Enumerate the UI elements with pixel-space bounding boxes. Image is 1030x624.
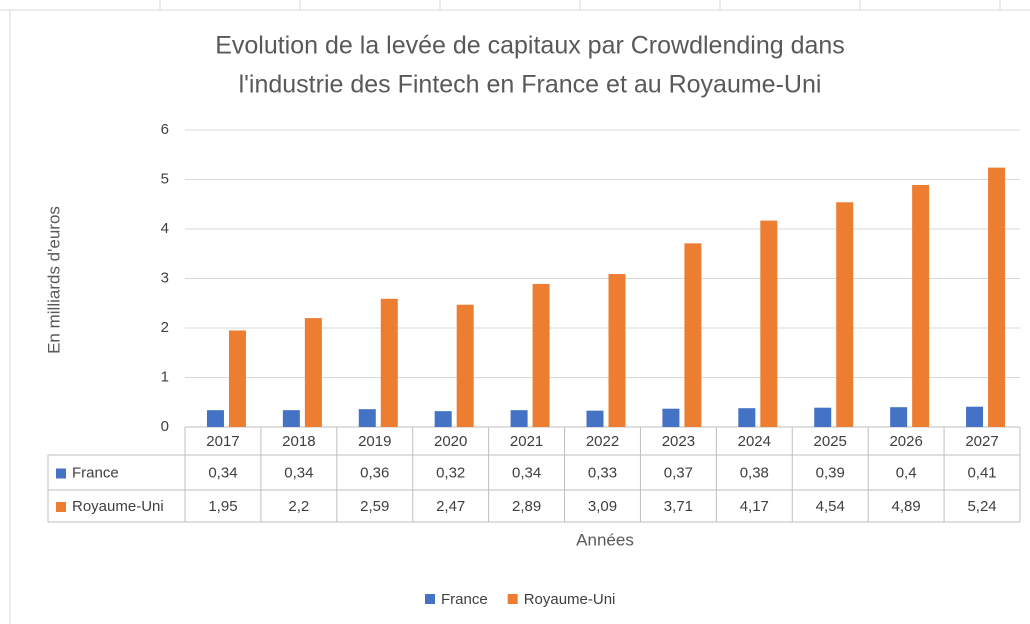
y-tick-label: 5 bbox=[161, 170, 169, 187]
bar bbox=[304, 318, 322, 427]
table-legend-key bbox=[56, 468, 66, 479]
y-tick-label: 0 bbox=[161, 418, 169, 435]
table-value: 4,54 bbox=[816, 498, 845, 515]
table-value: 0,33 bbox=[588, 464, 617, 481]
table-series-name: France bbox=[72, 464, 119, 481]
table-value: 0,34 bbox=[284, 464, 313, 481]
y-tick-label: 4 bbox=[161, 220, 169, 237]
bar bbox=[358, 409, 376, 427]
bar bbox=[662, 408, 680, 427]
table-value: 2,59 bbox=[360, 498, 389, 515]
bar bbox=[206, 410, 224, 427]
bar bbox=[228, 330, 246, 427]
y-axis-title: En milliards d'euros bbox=[44, 206, 63, 354]
bar bbox=[608, 274, 626, 427]
table-value: 2,2 bbox=[288, 498, 309, 515]
x-tick-label: 2023 bbox=[662, 433, 695, 450]
bar bbox=[380, 298, 398, 427]
bar bbox=[890, 407, 908, 427]
x-tick-label: 2018 bbox=[282, 433, 315, 450]
x-tick-label: 2024 bbox=[738, 433, 771, 450]
x-tick-label: 2026 bbox=[889, 433, 922, 450]
bar bbox=[434, 411, 452, 427]
table-value: 1,95 bbox=[208, 498, 237, 515]
table-value: 2,89 bbox=[512, 498, 541, 515]
table-series-name: Royaume-Uni bbox=[72, 498, 164, 515]
table-value: 0,36 bbox=[360, 464, 389, 481]
table-value: 0,34 bbox=[208, 464, 237, 481]
bar bbox=[760, 220, 778, 427]
chart-title: l'industrie des Fintech en France et au … bbox=[239, 71, 822, 99]
chart-title: Evolution de la levée de capitaux par Cr… bbox=[215, 32, 845, 60]
bar bbox=[456, 304, 474, 427]
table-value: 5,24 bbox=[967, 498, 996, 515]
bar bbox=[586, 410, 604, 427]
table-value: 0,39 bbox=[816, 464, 845, 481]
bar bbox=[510, 410, 528, 427]
bar bbox=[738, 408, 756, 427]
legend-key bbox=[425, 594, 435, 604]
legend-label: France bbox=[441, 591, 488, 608]
table-value: 4,17 bbox=[740, 498, 769, 515]
x-tick-label: 2021 bbox=[510, 433, 543, 450]
table-value: 0,4 bbox=[896, 464, 917, 481]
table-value: 3,09 bbox=[588, 498, 617, 515]
table-legend-key bbox=[56, 502, 66, 512]
x-tick-label: 2027 bbox=[965, 433, 998, 450]
table-value: 3,71 bbox=[664, 498, 693, 515]
table-value: 2,47 bbox=[436, 498, 465, 515]
legend-label: Royaume-Uni bbox=[524, 591, 616, 608]
y-tick-label: 3 bbox=[161, 269, 169, 286]
bar bbox=[966, 406, 984, 427]
y-tick-label: 1 bbox=[161, 368, 169, 385]
table-value: 4,89 bbox=[892, 498, 921, 515]
x-tick-label: 2019 bbox=[358, 433, 391, 450]
x-tick-label: 2022 bbox=[586, 433, 619, 450]
bar bbox=[814, 407, 832, 427]
table-value: 0,34 bbox=[512, 464, 541, 481]
y-tick-label: 6 bbox=[161, 121, 169, 138]
x-tick-label: 2020 bbox=[434, 433, 467, 450]
bar bbox=[836, 202, 854, 427]
table-value: 0,38 bbox=[740, 464, 769, 481]
legend-key bbox=[507, 594, 518, 604]
x-tick-label: 2017 bbox=[206, 433, 239, 450]
bar bbox=[684, 243, 702, 427]
bar bbox=[282, 410, 300, 427]
bar bbox=[532, 283, 550, 427]
bar bbox=[912, 184, 930, 427]
x-axis-title: Années bbox=[576, 530, 634, 549]
bar bbox=[988, 167, 1006, 427]
table-value: 0,37 bbox=[664, 464, 693, 481]
table-value: 0,41 bbox=[967, 464, 996, 481]
y-tick-label: 2 bbox=[161, 319, 169, 336]
x-tick-label: 2025 bbox=[814, 433, 847, 450]
table-value: 0,32 bbox=[436, 464, 465, 481]
